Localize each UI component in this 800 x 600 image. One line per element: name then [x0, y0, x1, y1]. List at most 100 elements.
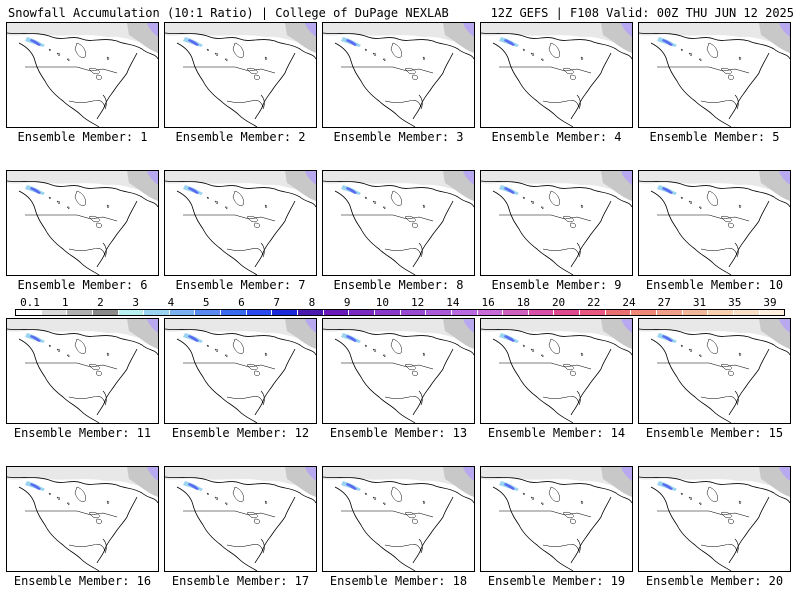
- snowfall-map: [322, 466, 475, 572]
- ensemble-member-label: Ensemble Member: 3: [333, 130, 464, 144]
- colorbar-tick-label: 31: [692, 296, 707, 309]
- ensemble-panel: Ensemble Member: 2: [164, 22, 317, 144]
- ensemble-panel: Ensemble Member: 9: [480, 170, 633, 292]
- colorbar-tick-label: 2: [97, 296, 104, 309]
- colorbar-tick-label: 35: [728, 296, 742, 309]
- colorbar-tick-label: 6: [238, 296, 245, 309]
- ensemble-member-label: Ensemble Member: 4: [491, 130, 622, 144]
- colorbar-swatch: [554, 310, 581, 315]
- ensemble-panel: Ensemble Member: 19: [480, 466, 633, 588]
- snowfall-map: [164, 466, 317, 572]
- ensemble-panel: Ensemble Member: 20: [638, 466, 791, 588]
- snowfall-map: [480, 466, 633, 572]
- colorbar-swatch: [298, 310, 324, 315]
- colorbar-tick-label: 4: [167, 296, 175, 309]
- colorbar-swatch: [246, 310, 273, 315]
- colorbar-swatch: [374, 310, 401, 315]
- colorbar-swatch: [323, 310, 350, 315]
- colorbar-labels: 0.1 1 2 3 4 5 6 7 8 9 10 12 14 16 18 20 22 24 27 31 35 39: [15, 297, 785, 308]
- colorbar-swatch: [221, 310, 247, 315]
- colorbar-swatch: [733, 310, 760, 315]
- colorbar-tick-label: 12: [410, 296, 425, 309]
- colorbar-tick-label: 16: [481, 296, 495, 309]
- ensemble-member-label: Ensemble Member: 15: [645, 426, 784, 440]
- colorbar-swatches: [15, 309, 785, 316]
- snowfall-map: [164, 318, 317, 424]
- colorbar-swatch: [195, 310, 222, 315]
- ensemble-member-label: Ensemble Member: 12: [171, 426, 310, 440]
- snowfall-map: [6, 318, 159, 424]
- snowfall-map: [322, 170, 475, 276]
- colorbar-swatch: [118, 310, 145, 315]
- snowfall-map: [480, 22, 633, 128]
- snowfall-map: [638, 318, 791, 424]
- ensemble-panel: Ensemble Member: 7: [164, 170, 317, 292]
- map-title: Snowfall Accumulation (10:1 Ratio) | Col…: [8, 6, 449, 20]
- ensemble-panel: Ensemble Member: 11: [6, 318, 159, 440]
- snowfall-map: [322, 318, 475, 424]
- ensemble-member-label: Ensemble Member: 1: [17, 130, 148, 144]
- ensemble-member-label: Ensemble Member: 7: [175, 278, 306, 292]
- colorbar-tick-label: 0.1: [20, 296, 40, 309]
- ensemble-panel: Ensemble Member: 4: [480, 22, 633, 144]
- colorbar-swatch: [426, 310, 452, 315]
- colorbar-legend: 0.1 1 2 3 4 5 6 7 8 9 10 12 14 16 18 20 22 24 27 31 35 39: [15, 297, 785, 317]
- colorbar-swatch: [272, 310, 299, 315]
- ensemble-member-label: Ensemble Member: 13: [329, 426, 468, 440]
- ensemble-member-label: Ensemble Member: 16: [13, 574, 152, 588]
- colorbar-tick-label: 10: [375, 296, 389, 309]
- ensemble-member-label: Ensemble Member: 18: [329, 574, 468, 588]
- snowfall-map: [6, 22, 159, 128]
- ensemble-member-label: Ensemble Member: 14: [487, 426, 626, 440]
- snowfall-map: [638, 170, 791, 276]
- colorbar-tick-label: 1: [61, 296, 69, 309]
- colorbar-swatch: [631, 310, 658, 315]
- colorbar-swatch: [682, 310, 709, 315]
- colorbar-tick-label: 5: [202, 296, 210, 309]
- colorbar-swatch: [477, 310, 504, 315]
- colorbar-tick-label: 20: [551, 296, 566, 309]
- colorbar-tick-label: 9: [343, 296, 351, 309]
- ensemble-panel: Ensemble Member: 16: [6, 466, 159, 588]
- ensemble-panel: Ensemble Member: 17: [164, 466, 317, 588]
- colorbar-swatch: [580, 310, 606, 315]
- ensemble-panel: Ensemble Member: 5: [638, 22, 791, 144]
- ensemble-panel: Ensemble Member: 10: [638, 170, 791, 292]
- snowfall-map: [638, 466, 791, 572]
- ensemble-panel: Ensemble Member: 13: [322, 318, 475, 440]
- model-run-info: 12Z GEFS | F108 Valid: 00Z THU JUN 12 20…: [490, 6, 794, 20]
- ensemble-member-label: Ensemble Member: 8: [333, 278, 464, 292]
- ensemble-member-label: Ensemble Member: 11: [13, 426, 152, 440]
- ensemble-member-label: Ensemble Member: 6: [17, 278, 148, 292]
- colorbar-tick-label: 27: [657, 296, 671, 309]
- ensemble-panel: Ensemble Member: 15: [638, 318, 791, 440]
- ensemble-panel: Ensemble Member: 18: [322, 466, 475, 588]
- colorbar-swatch: [708, 310, 734, 315]
- colorbar-tick-label: 7: [273, 296, 280, 309]
- ensemble-panel: Ensemble Member: 12: [164, 318, 317, 440]
- colorbar-swatch: [528, 310, 555, 315]
- colorbar-swatch: [67, 310, 93, 315]
- colorbar-swatch: [605, 310, 632, 315]
- colorbar-swatch: [16, 310, 42, 315]
- ensemble-panel: Ensemble Member: 14: [480, 318, 633, 440]
- snowfall-map: [164, 22, 317, 128]
- colorbar-swatch: [657, 310, 683, 315]
- colorbar-swatch: [169, 310, 196, 315]
- snowfall-map: [480, 170, 633, 276]
- ensemble-panel: Ensemble Member: 3: [322, 22, 475, 144]
- header: Snowfall Accumulation (10:1 Ratio) | Col…: [6, 5, 794, 21]
- ensemble-panel: Ensemble Member: 8: [322, 170, 475, 292]
- snowfall-map: [480, 318, 633, 424]
- colorbar-swatch: [41, 310, 68, 315]
- colorbar-swatch: [451, 310, 478, 315]
- ensemble-member-label: Ensemble Member: 10: [645, 278, 784, 292]
- colorbar-swatch: [503, 310, 529, 315]
- colorbar-tick-label: 39: [763, 296, 777, 309]
- snowfall-map: [638, 22, 791, 128]
- ensemble-member-label: Ensemble Member: 5: [649, 130, 780, 144]
- ensemble-panel: Ensemble Member: 6: [6, 170, 159, 292]
- snowfall-map: [6, 466, 159, 572]
- colorbar-swatch: [92, 310, 119, 315]
